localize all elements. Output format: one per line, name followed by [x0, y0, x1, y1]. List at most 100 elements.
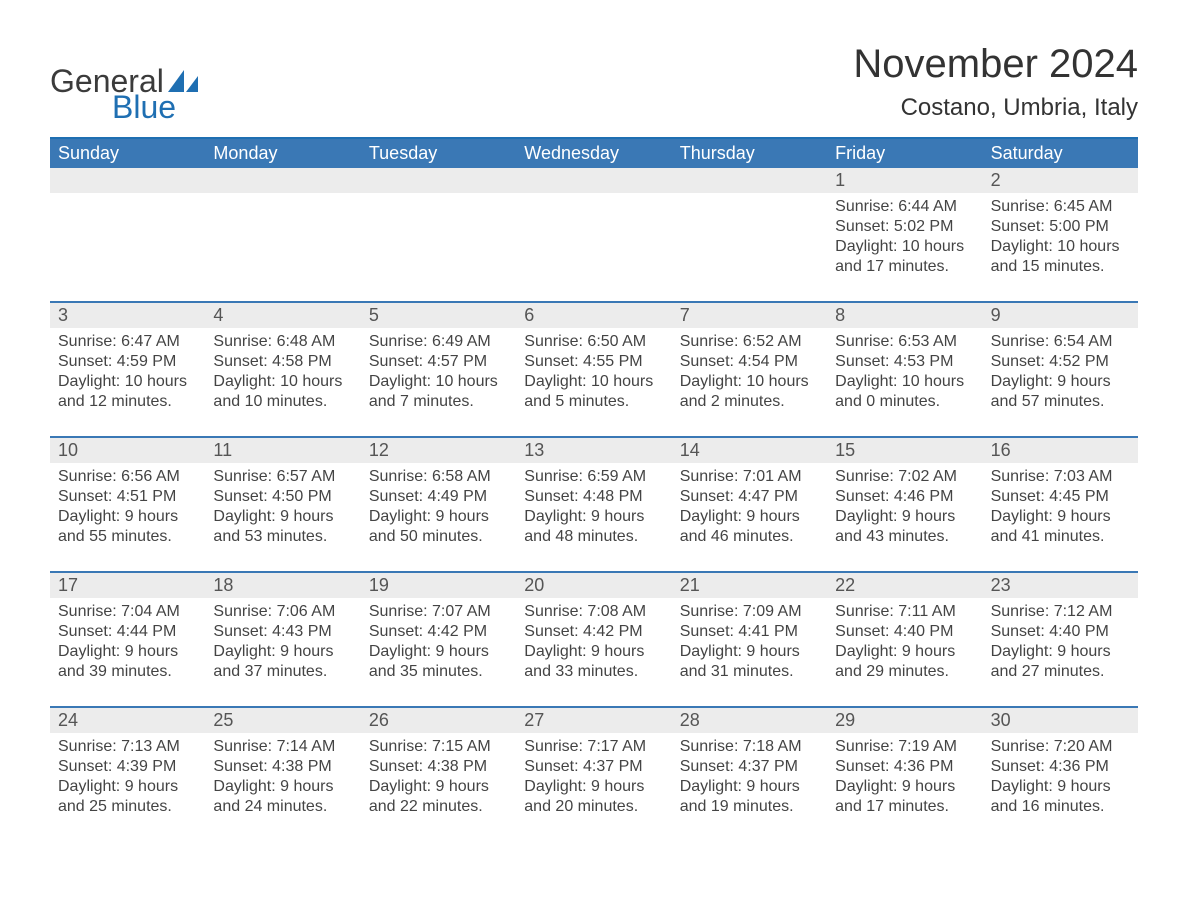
sunrise-line: Sunrise: 7:17 AM [524, 737, 663, 757]
sunrise-line: Sunrise: 7:18 AM [680, 737, 819, 757]
day-cell: Sunrise: 6:49 AMSunset: 4:57 PMDaylight:… [361, 328, 516, 436]
sunset-line: Sunset: 4:59 PM [58, 352, 197, 372]
daylight-line: Daylight: 10 hours and 2 minutes. [680, 372, 819, 412]
sunrise-line: Sunrise: 6:45 AM [991, 197, 1130, 217]
calendar-week: 10111213141516Sunrise: 6:56 AMSunset: 4:… [50, 436, 1138, 571]
daylight-line: Daylight: 9 hours and 29 minutes. [835, 642, 974, 682]
daycontent-row: Sunrise: 7:04 AMSunset: 4:44 PMDaylight:… [50, 598, 1138, 706]
sunset-line: Sunset: 4:38 PM [213, 757, 352, 777]
sunrise-line: Sunrise: 6:58 AM [369, 467, 508, 487]
day-number: 7 [672, 303, 827, 328]
sunrise-line: Sunrise: 7:08 AM [524, 602, 663, 622]
day-number: 30 [983, 708, 1138, 733]
sunrise-line: Sunrise: 7:04 AM [58, 602, 197, 622]
day-number: 26 [361, 708, 516, 733]
sunrise-line: Sunrise: 6:54 AM [991, 332, 1130, 352]
weekday-header: Wednesday [516, 139, 671, 168]
weekday-header: Monday [205, 139, 360, 168]
day-number [205, 168, 360, 193]
sunrise-line: Sunrise: 6:44 AM [835, 197, 974, 217]
sunrise-line: Sunrise: 7:12 AM [991, 602, 1130, 622]
sunset-line: Sunset: 4:39 PM [58, 757, 197, 777]
daylight-line: Daylight: 9 hours and 19 minutes. [680, 777, 819, 817]
daylight-line: Daylight: 10 hours and 10 minutes. [213, 372, 352, 412]
daylight-line: Daylight: 10 hours and 7 minutes. [369, 372, 508, 412]
day-cell: Sunrise: 6:47 AMSunset: 4:59 PMDaylight:… [50, 328, 205, 436]
daylight-line: Daylight: 9 hours and 35 minutes. [369, 642, 508, 682]
weekday-header: Tuesday [361, 139, 516, 168]
day-number: 8 [827, 303, 982, 328]
sunrise-line: Sunrise: 7:20 AM [991, 737, 1130, 757]
sunset-line: Sunset: 4:37 PM [524, 757, 663, 777]
weeks-container: 12Sunrise: 6:44 AMSunset: 5:02 PMDayligh… [50, 168, 1138, 841]
day-cell: Sunrise: 7:15 AMSunset: 4:38 PMDaylight:… [361, 733, 516, 841]
day-cell: Sunrise: 7:08 AMSunset: 4:42 PMDaylight:… [516, 598, 671, 706]
sunset-line: Sunset: 4:49 PM [369, 487, 508, 507]
daylight-line: Daylight: 9 hours and 46 minutes. [680, 507, 819, 547]
day-number: 21 [672, 573, 827, 598]
day-cell: Sunrise: 7:03 AMSunset: 4:45 PMDaylight:… [983, 463, 1138, 571]
day-cell: Sunrise: 7:07 AMSunset: 4:42 PMDaylight:… [361, 598, 516, 706]
sunset-line: Sunset: 4:53 PM [835, 352, 974, 372]
location-subtitle: Costano, Umbria, Italy [853, 94, 1138, 123]
sunset-line: Sunset: 4:37 PM [680, 757, 819, 777]
day-cell [205, 193, 360, 301]
sunrise-line: Sunrise: 6:52 AM [680, 332, 819, 352]
daylight-line: Daylight: 10 hours and 17 minutes. [835, 237, 974, 277]
daylight-line: Daylight: 9 hours and 50 minutes. [369, 507, 508, 547]
day-number: 18 [205, 573, 360, 598]
daylight-line: Daylight: 10 hours and 12 minutes. [58, 372, 197, 412]
sunrise-line: Sunrise: 7:01 AM [680, 467, 819, 487]
day-cell: Sunrise: 7:04 AMSunset: 4:44 PMDaylight:… [50, 598, 205, 706]
sunset-line: Sunset: 4:36 PM [991, 757, 1130, 777]
brand-word2: Blue [112, 91, 176, 123]
calendar-week: 12Sunrise: 6:44 AMSunset: 5:02 PMDayligh… [50, 168, 1138, 301]
weekday-header-row: Sunday Monday Tuesday Wednesday Thursday… [50, 139, 1138, 168]
sunrise-line: Sunrise: 6:53 AM [835, 332, 974, 352]
daylight-line: Daylight: 9 hours and 24 minutes. [213, 777, 352, 817]
day-number: 6 [516, 303, 671, 328]
sunset-line: Sunset: 4:36 PM [835, 757, 974, 777]
sunrise-line: Sunrise: 7:13 AM [58, 737, 197, 757]
day-number: 22 [827, 573, 982, 598]
sunset-line: Sunset: 4:42 PM [369, 622, 508, 642]
weekday-header: Saturday [983, 139, 1138, 168]
day-number: 12 [361, 438, 516, 463]
day-cell: Sunrise: 7:17 AMSunset: 4:37 PMDaylight:… [516, 733, 671, 841]
sunrise-line: Sunrise: 6:49 AM [369, 332, 508, 352]
sunset-line: Sunset: 4:58 PM [213, 352, 352, 372]
day-number: 19 [361, 573, 516, 598]
daynum-row: 10111213141516 [50, 438, 1138, 463]
sunrise-line: Sunrise: 7:19 AM [835, 737, 974, 757]
day-number: 11 [205, 438, 360, 463]
calendar-week: 24252627282930Sunrise: 7:13 AMSunset: 4:… [50, 706, 1138, 841]
daynum-row: 12 [50, 168, 1138, 193]
day-number [672, 168, 827, 193]
weekday-header: Sunday [50, 139, 205, 168]
day-cell [672, 193, 827, 301]
sunset-line: Sunset: 4:51 PM [58, 487, 197, 507]
day-number: 16 [983, 438, 1138, 463]
daylight-line: Daylight: 10 hours and 15 minutes. [991, 237, 1130, 277]
day-number: 10 [50, 438, 205, 463]
sunset-line: Sunset: 4:50 PM [213, 487, 352, 507]
day-number: 5 [361, 303, 516, 328]
day-cell: Sunrise: 7:20 AMSunset: 4:36 PMDaylight:… [983, 733, 1138, 841]
daylight-line: Daylight: 9 hours and 43 minutes. [835, 507, 974, 547]
sunrise-line: Sunrise: 6:47 AM [58, 332, 197, 352]
day-cell: Sunrise: 6:44 AMSunset: 5:02 PMDaylight:… [827, 193, 982, 301]
sunrise-line: Sunrise: 7:11 AM [835, 602, 974, 622]
sunset-line: Sunset: 4:45 PM [991, 487, 1130, 507]
day-cell: Sunrise: 6:48 AMSunset: 4:58 PMDaylight:… [205, 328, 360, 436]
day-number: 24 [50, 708, 205, 733]
day-cell: Sunrise: 6:58 AMSunset: 4:49 PMDaylight:… [361, 463, 516, 571]
day-number: 23 [983, 573, 1138, 598]
sunrise-line: Sunrise: 6:50 AM [524, 332, 663, 352]
sunrise-line: Sunrise: 7:03 AM [991, 467, 1130, 487]
sunset-line: Sunset: 4:42 PM [524, 622, 663, 642]
day-cell: Sunrise: 7:11 AMSunset: 4:40 PMDaylight:… [827, 598, 982, 706]
day-number: 2 [983, 168, 1138, 193]
day-number [361, 168, 516, 193]
calendar-week: 3456789Sunrise: 6:47 AMSunset: 4:59 PMDa… [50, 301, 1138, 436]
daycontent-row: Sunrise: 7:13 AMSunset: 4:39 PM Daylight:… [50, 733, 1138, 841]
